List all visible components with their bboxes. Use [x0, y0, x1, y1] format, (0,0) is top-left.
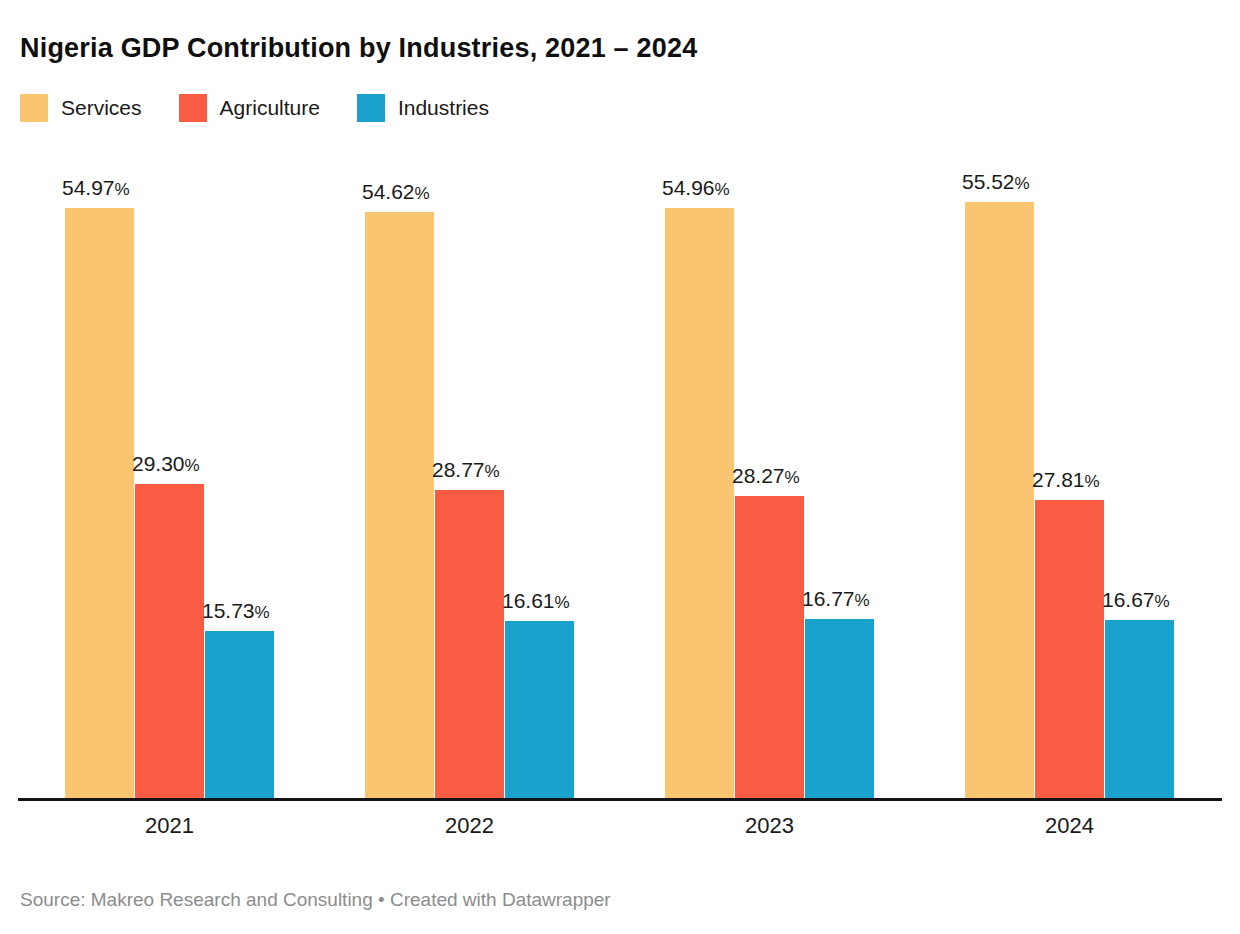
- value-label-services-2022: 54.62%: [362, 181, 430, 202]
- value-label-agriculture-2023: 28.27%: [732, 465, 800, 486]
- bar-agriculture-2023: [735, 496, 804, 800]
- bar-services-2024: [965, 202, 1034, 800]
- value-label-services-2024: 55.52%: [962, 171, 1030, 192]
- source-prefix: Source:: [20, 889, 91, 910]
- value-label-industries-2023: 16.77%: [802, 588, 870, 609]
- source-footer: Source: Makreo Research and Consulting •…: [20, 889, 611, 911]
- x-tick-label-2021: 2021: [65, 813, 274, 839]
- value-label-agriculture-2022: 28.77%: [432, 459, 500, 480]
- footer-separator: •: [373, 889, 390, 910]
- source-name: Makreo Research and Consulting: [91, 889, 373, 910]
- x-tick-label-2023: 2023: [665, 813, 874, 839]
- value-label-industries-2024: 16.67%: [1102, 589, 1170, 610]
- value-label-agriculture-2021: 29.30%: [132, 453, 200, 474]
- value-label-industries-2022: 16.61%: [502, 590, 570, 611]
- bar-industries-2024: [1105, 620, 1174, 800]
- x-tick-label-2022: 2022: [365, 813, 574, 839]
- plot-area: 54.97% 29.30% 15.73% 2021 54.62% 28.77% 16.61%…: [0, 0, 1240, 934]
- x-tick-label-2024: 2024: [965, 813, 1174, 839]
- bar-industries-2022: [505, 621, 574, 800]
- chart-page: Nigeria GDP Contribution by Industries, …: [0, 0, 1240, 934]
- bar-services-2022: [365, 212, 434, 800]
- x-axis-line: [18, 798, 1222, 801]
- value-label-services-2021: 54.97%: [62, 177, 130, 198]
- bar-services-2023: [665, 208, 734, 800]
- bar-agriculture-2021: [135, 484, 204, 800]
- value-label-services-2023: 54.96%: [662, 177, 730, 198]
- bar-industries-2023: [805, 619, 874, 800]
- value-label-agriculture-2024: 27.81%: [1032, 469, 1100, 490]
- bar-industries-2021: [205, 631, 274, 800]
- value-label-industries-2021: 15.73%: [202, 600, 270, 621]
- bar-agriculture-2022: [435, 490, 504, 800]
- datawrapper-credit-link[interactable]: Created with Datawrapper: [390, 889, 611, 910]
- bar-agriculture-2024: [1035, 500, 1104, 800]
- bar-services-2021: [65, 208, 134, 800]
